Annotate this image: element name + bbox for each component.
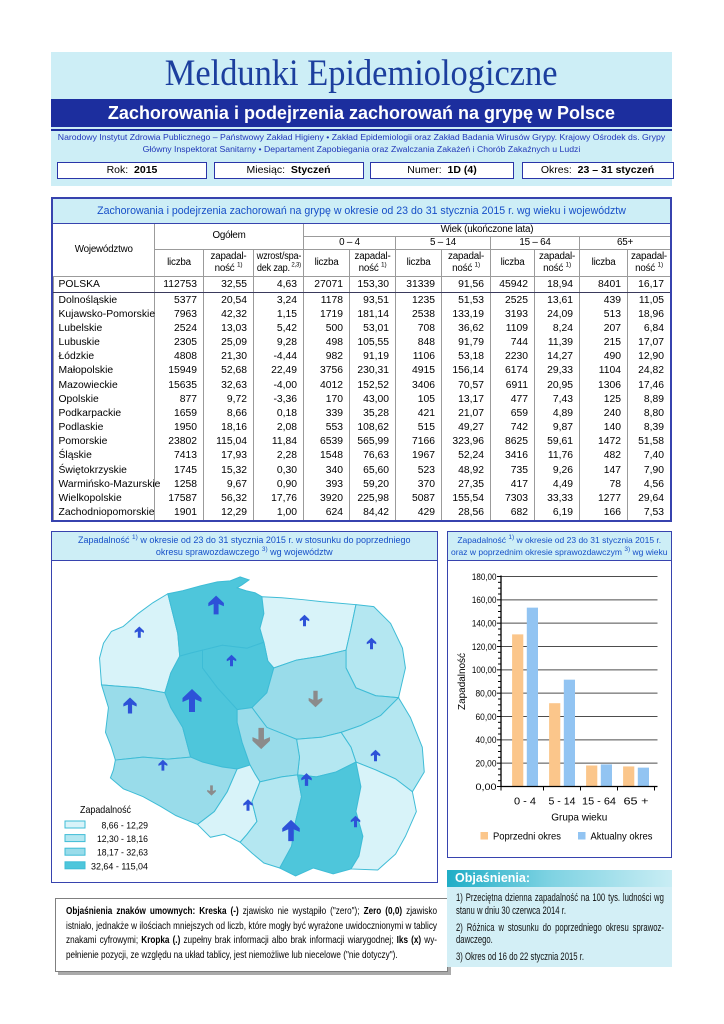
svg-text:160,00: 160,00: [472, 595, 497, 606]
svg-text:100,00: 100,00: [472, 665, 497, 676]
svg-text:80,00: 80,00: [476, 688, 497, 699]
svg-text:Grupa wieku: Grupa wieku: [551, 812, 607, 824]
svg-text:120,00: 120,00: [472, 642, 497, 653]
svg-text:20,00: 20,00: [476, 758, 497, 769]
svg-text:5 - 14: 5 - 14: [549, 796, 576, 808]
svg-text:Aktualny okres: Aktualny okres: [591, 832, 653, 843]
svg-text:12,30 - 18,16: 12,30 - 18,16: [97, 834, 148, 845]
svg-text:Zapadalność: Zapadalność: [80, 804, 131, 816]
svg-text:180,00: 180,00: [472, 572, 497, 583]
svg-text:32,64 - 115,04: 32,64 - 115,04: [91, 861, 148, 872]
svg-text:Zapadalność: Zapadalność: [456, 653, 468, 710]
svg-text:Poprzedni okres: Poprzedni okres: [493, 832, 561, 843]
svg-text:0 - 4: 0 - 4: [514, 796, 536, 808]
svg-text:65 +: 65 +: [624, 796, 649, 808]
svg-text:140,00: 140,00: [472, 618, 497, 629]
svg-text:18,17 - 32,63: 18,17 - 32,63: [97, 848, 148, 859]
svg-text:8,66 - 12,29: 8,66 - 12,29: [102, 821, 149, 832]
svg-text:40,00: 40,00: [476, 735, 497, 746]
svg-text:15 - 64: 15 - 64: [582, 796, 616, 808]
svg-text:0,00: 0,00: [476, 782, 497, 793]
svg-text:60,00: 60,00: [476, 712, 497, 723]
